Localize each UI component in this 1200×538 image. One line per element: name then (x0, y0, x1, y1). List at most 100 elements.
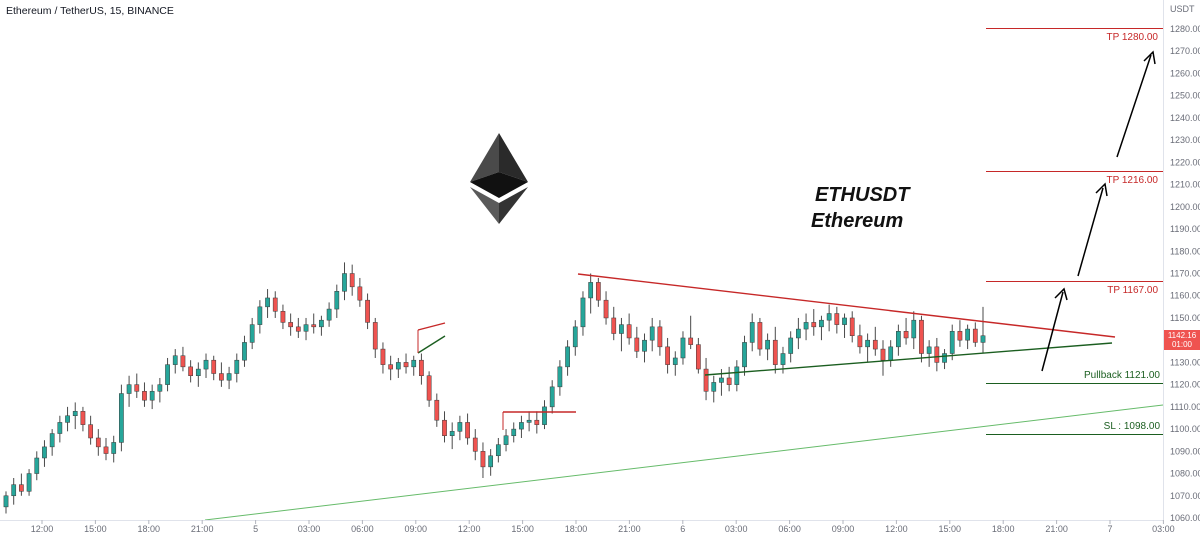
candle (549, 380, 555, 414)
time-tick-label: 18:00 (138, 524, 161, 534)
time-tick-label: 09:00 (832, 524, 855, 534)
candle (472, 429, 478, 461)
candle (403, 353, 409, 374)
candle (11, 477, 17, 505)
symbol-annotation: ETHUSDT (815, 184, 911, 206)
candle-body (411, 359, 417, 368)
price-tick-label: 1190.00 (1170, 224, 1200, 234)
candle (80, 406, 86, 432)
candle-body (249, 324, 255, 343)
candle (265, 289, 270, 318)
candle (449, 422, 455, 450)
candle-body (495, 444, 501, 457)
candle-body (972, 328, 978, 343)
candle-body (157, 384, 163, 392)
candle (688, 315, 694, 350)
candle-body (726, 377, 732, 385)
candle (880, 340, 886, 376)
candle (919, 315, 924, 363)
time-tick-label: 06:00 (351, 524, 374, 534)
candle-body (195, 368, 201, 376)
tp3-label: TP 1280.00 (1106, 32, 1158, 43)
candle-body (311, 324, 317, 328)
candle-body (119, 393, 124, 443)
candle (665, 337, 670, 374)
price-tick-label: 1080.00 (1170, 469, 1200, 479)
candle (488, 449, 494, 476)
candle (557, 360, 563, 396)
candle (303, 317, 309, 341)
candle (26, 469, 32, 496)
candle-body (611, 317, 617, 334)
candle-body (849, 317, 855, 336)
candle-body (326, 308, 332, 321)
candle-body (19, 484, 24, 492)
time-tick-label: 15:00 (84, 524, 107, 534)
candle-body (580, 297, 586, 328)
candle (765, 333, 770, 361)
candle-body (42, 446, 47, 459)
candle-body (865, 339, 870, 348)
candle (372, 317, 378, 358)
candle (742, 335, 747, 376)
candle-body (472, 437, 478, 452)
candle-body (172, 355, 178, 365)
candle (595, 277, 601, 307)
candle-body (811, 322, 817, 328)
candle (695, 337, 701, 374)
candle (219, 362, 224, 387)
bear-flag-pattern (417, 322, 446, 354)
candlesticks (3, 262, 986, 514)
candle (188, 360, 193, 383)
candle (172, 349, 178, 374)
candle-body (572, 326, 578, 348)
candle (3, 491, 9, 514)
candle (411, 355, 417, 376)
candle (711, 375, 717, 403)
candle (49, 429, 55, 456)
candle (542, 400, 547, 430)
candle-body (295, 326, 301, 332)
time-tick-label: 7 (1107, 524, 1112, 534)
price-tick-label: 1210.00 (1170, 180, 1200, 190)
plot-area[interactable] (0, 0, 1163, 520)
price-axis[interactable]: 1280.00 1270.00 1260.00 1250.00 1240.00 1230.… (1170, 24, 1200, 523)
candle (395, 357, 401, 378)
candle-body (57, 422, 63, 434)
candle (865, 333, 870, 363)
candle (280, 304, 286, 330)
candle-body (719, 377, 724, 383)
candle (657, 320, 663, 356)
candle (149, 384, 155, 410)
triangle-support-line (704, 342, 1113, 376)
candle (111, 435, 117, 463)
candle-body (403, 362, 409, 368)
candle-body (272, 297, 278, 312)
time-tick-label: 18:00 (992, 524, 1015, 534)
price-tick-label: 1150.00 (1170, 313, 1200, 323)
candle (88, 415, 93, 445)
candle (19, 473, 24, 496)
candle (519, 415, 524, 438)
candle (788, 331, 794, 363)
candle-body (649, 326, 655, 341)
candle (903, 317, 909, 345)
time-axis[interactable]: 12:00 15:00 18:00 21:00 5 03:00 06:00 09:00 12:0… (31, 520, 1175, 534)
candle-body (834, 313, 840, 325)
candle-body (680, 337, 686, 359)
price-tick-label: 1260.00 (1170, 68, 1200, 78)
candle-body (926, 346, 932, 354)
projection-arrows (1041, 50, 1156, 372)
candle (119, 384, 124, 452)
candle (634, 326, 640, 358)
candle-body (626, 324, 632, 339)
candle-body (919, 319, 924, 354)
candle-body (842, 317, 847, 325)
candle-body (72, 411, 78, 417)
candle-body (634, 337, 640, 352)
candle-body (334, 291, 340, 310)
candle (249, 317, 255, 350)
candle (72, 402, 78, 430)
candle (357, 277, 363, 307)
